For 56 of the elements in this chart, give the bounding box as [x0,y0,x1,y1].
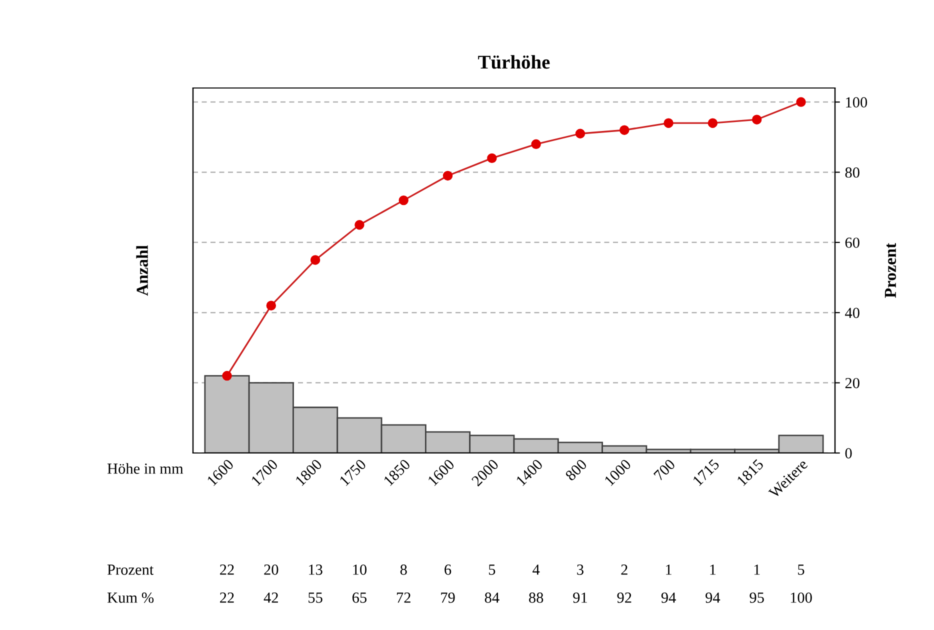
text: Prozent [107,564,154,575]
point [354,220,364,230]
data-label: 1 [666,564,672,575]
data-label: 22 [220,592,234,603]
data-label: 94 [706,592,720,603]
data-label: 13 [309,564,322,575]
point [708,118,718,128]
point [310,255,320,265]
data-label: 6 [444,564,452,575]
y2-tick-label: 60 [845,238,860,248]
point [796,97,806,107]
data-label: 100 [790,592,812,603]
data-label: 42 [264,592,278,603]
x-tick-label: 800 [564,458,588,482]
x-tick-label: 700 [653,458,676,481]
data-label: 3 [577,564,584,575]
point [222,370,232,381]
point [575,128,586,138]
chart-title: Türhöhe [478,55,550,69]
point [620,125,630,135]
data-label: 22 [220,564,234,575]
data-label: 79 [441,592,455,603]
data-label: 1 [710,564,716,575]
y2-tick-label: 80 [845,167,860,178]
y2-axis-title: Prozent [884,242,896,298]
data-label: 65 [352,592,367,603]
y2-tick-label: 20 [845,378,860,388]
data-label: 8 [400,564,407,575]
data-label: 20 [264,564,278,575]
y2-tick-label: 40 [845,308,860,318]
y2-tick-label: 0 [845,448,852,458]
data-label: 4 [532,564,540,575]
y-axis-title: Anzahl [136,245,148,296]
text: Kum % [107,592,154,603]
point [752,114,762,124]
data-label: 92 [617,592,632,603]
data-label: 94 [661,592,676,603]
point [398,195,408,206]
data-label: 1 [754,564,760,575]
data-label: 88 [529,592,544,603]
point [266,300,276,310]
data-label: 5 [488,564,496,575]
data-label: 91 [573,592,587,603]
point [442,170,453,181]
data-label: 2 [621,564,628,575]
data-label: 55 [308,592,322,603]
point [531,139,541,150]
data-label: 84 [484,592,500,603]
data-label: 10 [353,564,367,575]
y2-tick-label: 100 [846,97,868,108]
data-label: 72 [396,592,410,603]
data-label: 95 [750,592,764,603]
x-axis-title: Höhe in mm [107,463,184,474]
point [487,153,497,164]
point [664,118,674,128]
data-label: 5 [798,564,804,575]
